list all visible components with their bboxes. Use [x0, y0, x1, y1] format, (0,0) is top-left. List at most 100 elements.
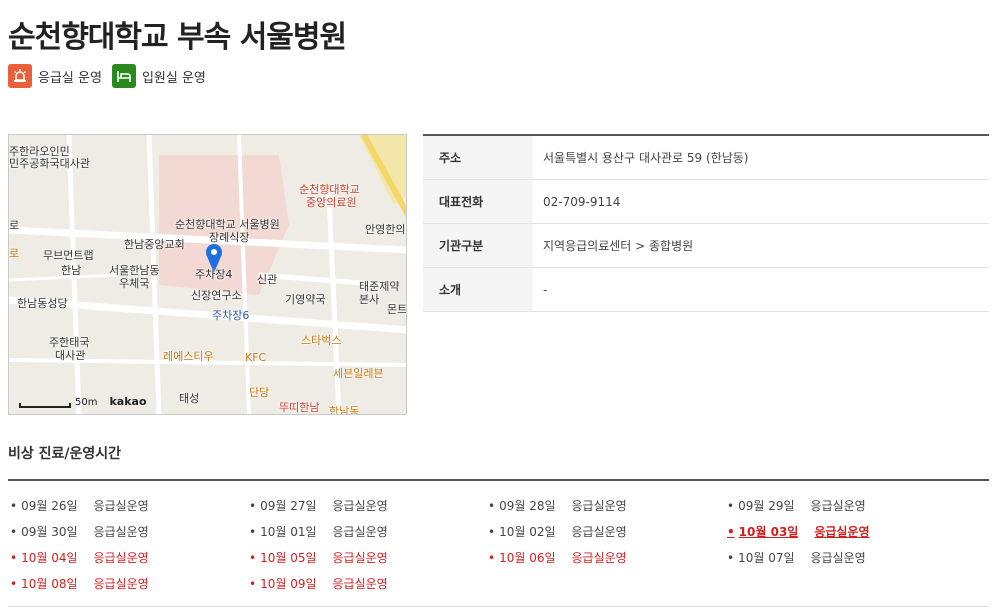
map-label: 세븐일레븐 [333, 367, 384, 380]
schedule-date: 10월 08일 [21, 577, 78, 591]
map-label: 순천향대학교 서울병원 [175, 218, 280, 231]
bullet: • [249, 525, 257, 539]
schedule-item: • 09월 29일 응급실운영 [725, 497, 964, 516]
schedule-status: 응급실운영 [93, 499, 149, 513]
map-label: KFC [245, 351, 267, 364]
map-label: 한남중앙교회 [124, 238, 185, 251]
location-map[interactable]: 주한라오인민 민주공화국대사관 순천향대학교 중앙의료원 순천향대학교 서울병원… [8, 134, 407, 415]
badge-inpatient: 입원실 운영 [111, 64, 206, 88]
schedule-status: 응급실운영 [332, 577, 388, 591]
schedule-item: • 09월 30일 응급실운영 [8, 523, 247, 542]
schedule-status: 응급실운영 [810, 551, 866, 565]
schedule-item: • 10월 06일 응급실운영 [486, 549, 725, 568]
map-label: 주차장6 [212, 309, 250, 322]
info-value: - [543, 282, 548, 297]
map-label: 태준제약 [359, 280, 400, 293]
bullet: • [488, 525, 496, 539]
bullet: • [249, 551, 257, 565]
bullet: • [10, 577, 18, 591]
map-label: 신관 [257, 273, 278, 286]
map-label: 순천향대학교 [299, 183, 360, 196]
map-label: 레에스티우 [163, 350, 214, 363]
schedule-status: 응급실운영 [93, 525, 149, 539]
map-label: 로 [9, 219, 20, 232]
badge-label: 입원실 운영 [141, 70, 206, 86]
badge-emergency: 응급실 운영 [8, 64, 102, 88]
map-label: 한남 [61, 264, 82, 277]
map-label: 한남동성당 [17, 297, 68, 310]
schedule-item: • 09월 26일 응급실운영 [8, 497, 247, 516]
map-label: 장례식장 [209, 231, 250, 244]
schedule-item: • 10월 07일 응급실운영 [725, 549, 964, 568]
info-label: 대표전화 [423, 180, 533, 223]
map-label: 뚜띠한남 [279, 401, 320, 414]
bullet: • [10, 525, 18, 539]
schedule-item: • 10월 09일 응급실운영 [247, 575, 486, 594]
info-row-phone: 대표전화 02-709-9114 [423, 180, 989, 224]
schedule-status: 응급실운영 [93, 551, 149, 565]
map-label: 태성 [179, 392, 200, 405]
info-table: 주소 서울특별시 용산구 대사관로 59 (한남동) 대표전화 02-709-9… [423, 134, 989, 312]
info-label: 기관구분 [423, 224, 533, 267]
map-label: 스타벅스 [301, 334, 342, 347]
map-label: 서울한남동 [109, 264, 160, 277]
schedule-status: 응급실운영 [332, 551, 388, 565]
schedule-status: 응급실운영 [571, 499, 627, 513]
schedule-status: 응급실운영 [93, 577, 149, 591]
map-provider-logo: kakao [109, 395, 147, 408]
map-label: 주한라오인민 [9, 145, 70, 158]
map-label: 한남동 [329, 405, 360, 415]
bullet: • [727, 525, 735, 539]
map-label: 단당 [249, 386, 270, 399]
scale-label: 50m [75, 397, 98, 408]
hospital-bed-icon [111, 64, 136, 88]
map-label: 기영약국 [285, 293, 326, 306]
scale-bar [19, 403, 71, 408]
schedule-item: • 09월 27일 응급실운영 [247, 497, 486, 516]
map-roads [9, 135, 406, 414]
bullet: • [249, 577, 257, 591]
schedule-status: 응급실운영 [810, 499, 866, 513]
map-label: 로 [9, 247, 20, 260]
schedule-date: 09월 29일 [738, 499, 795, 513]
schedule-date: 10월 05일 [260, 551, 317, 565]
schedule-date: 09월 28일 [499, 499, 556, 513]
page-title: 순천향대학교 부속 서울병원 [8, 20, 347, 55]
schedule-date: 10월 07일 [738, 551, 795, 565]
map-label: 주차장4 [195, 268, 233, 281]
schedule-date: 09월 27일 [260, 499, 317, 513]
map-label: 신장연구소 [191, 289, 242, 302]
info-label: 주소 [423, 136, 533, 179]
badge-label: 응급실 운영 [38, 70, 102, 86]
schedule-date: 10월 03일 [738, 525, 799, 539]
info-label: 소개 [423, 268, 533, 311]
schedule-item: • 10월 03일 응급실운영 [725, 523, 964, 542]
map-scale: 50m kakao [19, 395, 147, 408]
schedule-status: 응급실운영 [571, 525, 627, 539]
schedule-item: • 10월 05일 응급실운영 [247, 549, 486, 568]
bullet: • [727, 499, 735, 513]
schedule-date: 09월 30일 [21, 525, 78, 539]
schedule-item: • 09월 28일 응급실운영 [486, 497, 725, 516]
schedule-date: 10월 09일 [260, 577, 317, 591]
info-row-address: 주소 서울특별시 용산구 대사관로 59 (한남동) [423, 136, 989, 180]
schedule-status: 응급실운영 [332, 499, 388, 513]
schedule-date: 10월 06일 [499, 551, 556, 565]
bullet: • [10, 551, 18, 565]
bullet: • [10, 499, 18, 513]
schedule-list: • 09월 26일 응급실운영 • 09월 27일 응급실운영 • 09월 28일 응급실운영 •… [8, 479, 989, 607]
schedule-grid: • 09월 26일 응급실운영 • 09월 27일 응급실운영 • 09월 28일 응급실운영 •… [8, 481, 989, 594]
info-value[interactable]: 02-709-9114 [543, 194, 621, 209]
service-badges: 응급실 운영 입원실 운영 [8, 64, 206, 88]
map-label: 주한태국 [49, 336, 90, 349]
info-value: 지역응급의료센터 > 종합병원 [543, 239, 694, 253]
bullet: • [488, 551, 496, 565]
map-label: 본사 [359, 293, 380, 306]
bullet: • [488, 499, 496, 513]
schedule-item: • 10월 08일 응급실운영 [8, 575, 247, 594]
info-row-intro: 소개 - [423, 268, 989, 312]
bullet: • [249, 499, 257, 513]
map-label: 민주공화국대사관 [9, 157, 90, 170]
schedule-title: 비상 진료/운영시간 [8, 446, 122, 462]
schedule-item: • 10월 04일 응급실운영 [8, 549, 247, 568]
